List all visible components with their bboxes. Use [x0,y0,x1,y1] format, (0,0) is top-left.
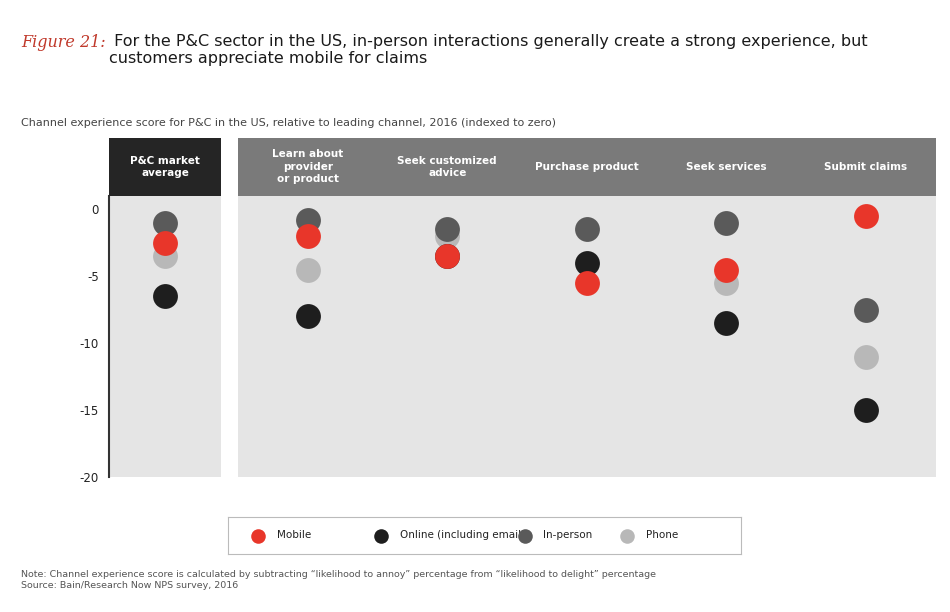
Text: Seek services: Seek services [686,162,767,172]
Point [859,211,874,221]
Point [300,312,315,321]
Point [859,405,874,415]
Point [719,218,734,228]
Text: Phone: Phone [646,531,678,540]
Text: Note: Channel experience score is calculated by subtracting “likelihood to annoy: Note: Channel experience score is calcul… [21,570,655,590]
Point [859,305,874,315]
Point [373,531,389,540]
Point [300,215,315,225]
Text: Channel experience score for P&C in the US, relative to leading channel, 2016 (i: Channel experience score for P&C in the … [21,118,556,127]
Text: P&C market
average: P&C market average [130,155,200,178]
Point [580,225,595,234]
Point [517,531,532,540]
Point [619,531,635,540]
Point [300,231,315,241]
Point [719,318,734,328]
Text: For the P&C sector in the US, in-person interactions generally create a strong e: For the P&C sector in the US, in-person … [109,34,868,66]
Point [440,252,455,261]
Point [719,264,734,274]
Point [158,218,173,228]
Point [158,238,173,248]
Point [719,278,734,288]
Text: Mobile: Mobile [276,531,311,540]
Text: Figure 21:: Figure 21: [21,34,105,51]
Point [580,258,595,268]
Text: Purchase product: Purchase product [535,162,638,172]
Point [250,531,265,540]
Point [440,231,455,241]
Point [300,264,315,274]
Text: Submit claims: Submit claims [825,162,907,172]
Text: Seek customized
advice: Seek customized advice [397,155,497,178]
Point [440,252,455,261]
Text: In-person: In-person [543,531,593,540]
Point [580,278,595,288]
Point [440,225,455,234]
Point [158,252,173,261]
Text: Online (including email): Online (including email) [400,531,525,540]
Text: Learn about
provider
or product: Learn about provider or product [272,149,343,184]
Point [158,291,173,301]
Point [859,352,874,362]
